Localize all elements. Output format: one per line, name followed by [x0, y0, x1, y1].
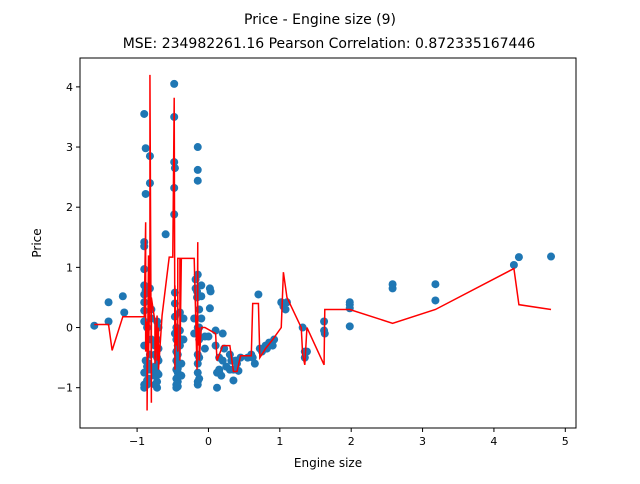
data-point: [254, 290, 263, 299]
x-tick-label: 2: [348, 435, 355, 448]
plot-frame: [79, 57, 577, 429]
data-point: [173, 382, 182, 391]
data-point: [431, 296, 440, 305]
y-axis-ticks: −1 0 1 2 3 4: [57, 81, 80, 395]
data-point: [514, 253, 523, 262]
data-point: [250, 359, 259, 368]
data-point: [197, 314, 206, 323]
x-axis-label: Engine size: [294, 456, 362, 470]
data-point: [193, 143, 202, 152]
line-layer: [94, 74, 552, 411]
data-point: [153, 383, 162, 392]
data-point: [150, 362, 159, 371]
chart-subtitle: MSE: 234982261.16 Pearson Correlation: 0…: [123, 36, 536, 52]
data-point: [154, 370, 163, 379]
prediction-line: [94, 74, 552, 411]
data-point: [206, 287, 215, 296]
y-tick-label: 4: [66, 81, 73, 94]
data-point: [118, 292, 127, 301]
y-axis-label: Price: [30, 228, 44, 257]
data-point: [177, 371, 186, 380]
data-point: [217, 371, 226, 380]
y-tick-label: 1: [66, 261, 73, 274]
data-point: [141, 189, 150, 198]
data-point: [193, 380, 202, 389]
data-point: [268, 341, 277, 350]
x-tick-label: −1: [129, 435, 145, 448]
chart-title: Price - Engine size (9): [244, 12, 396, 28]
x-tick-label: 3: [419, 435, 426, 448]
data-point: [179, 335, 188, 344]
data-point: [195, 374, 204, 383]
data-point: [193, 165, 202, 174]
data-point: [547, 252, 556, 261]
data-point: [120, 308, 129, 317]
data-point: [218, 329, 227, 338]
data-point: [388, 284, 397, 293]
x-tick-label: 5: [562, 435, 569, 448]
data-point: [193, 368, 202, 377]
data-point: [193, 176, 202, 185]
data-point: [205, 304, 214, 313]
data-point: [177, 359, 186, 368]
data-point: [213, 383, 222, 392]
data-point: [204, 332, 213, 341]
data-point: [140, 242, 149, 251]
data-point: [218, 356, 227, 365]
x-axis-ticks: −1 0 1 2 3 4 5: [129, 428, 569, 448]
data-point: [197, 292, 206, 301]
data-point: [141, 144, 150, 153]
data-point: [229, 376, 238, 385]
data-point: [161, 230, 170, 239]
data-point: [140, 109, 149, 118]
data-point: [104, 317, 113, 326]
y-tick-label: −1: [57, 382, 73, 395]
y-tick-label: 3: [66, 141, 73, 154]
data-point: [170, 79, 179, 88]
plot-area: [80, 58, 576, 428]
data-point: [234, 366, 243, 375]
data-point: [509, 260, 518, 269]
data-point: [197, 281, 206, 290]
data-point: [200, 344, 209, 353]
data-point: [431, 280, 440, 289]
data-point: [104, 298, 113, 307]
x-tick-label: 1: [276, 435, 283, 448]
data-point: [345, 322, 354, 331]
x-tick-label: 4: [490, 435, 497, 448]
x-tick-label: 0: [205, 435, 212, 448]
data-point: [90, 321, 99, 330]
data-point: [270, 335, 279, 344]
data-point: [179, 314, 188, 323]
y-tick-label: 0: [66, 322, 73, 335]
y-tick-label: 2: [66, 201, 73, 214]
data-point: [153, 377, 162, 386]
data-point: [195, 305, 204, 314]
data-point: [281, 305, 290, 314]
